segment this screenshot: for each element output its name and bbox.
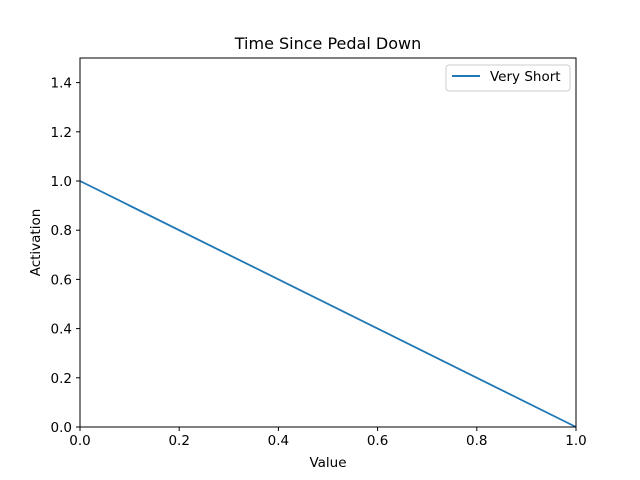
x-tick-label: 0.8 [466, 433, 487, 449]
x-tick-label: 1.0 [565, 433, 586, 449]
y-tick-label: 0.2 [51, 371, 72, 387]
plot-frame [79, 57, 577, 428]
chart-title: Time Since Pedal Down [234, 34, 421, 53]
x-tick-label: 0.6 [367, 433, 388, 449]
x-tick-label: 0.2 [168, 433, 189, 449]
x-tick-label: 0.0 [69, 433, 90, 449]
y-tick-label: 1.0 [51, 174, 72, 190]
y-tick-label: 0.8 [51, 223, 72, 239]
series-layer [79, 180, 577, 428]
y-tick-label: 0.4 [51, 322, 72, 338]
y-tick-label: 0.0 [51, 420, 72, 436]
x-axis: 0.0 0.2 0.4 0.6 0.8 1.0 [69, 427, 587, 449]
y-tick-label: 0.6 [51, 272, 72, 288]
legend-box [445, 64, 571, 92]
legend: Very Short [445, 64, 571, 92]
y-tick-label: 1.2 [51, 125, 72, 141]
x-axis-label: Value [309, 455, 346, 471]
plot-area [80, 58, 576, 427]
y-axis-label: Activation [28, 209, 44, 277]
y-axis: 0.0 0.2 0.4 0.6 0.8 1.0 1.2 1.4 [51, 76, 80, 436]
series-line [79, 180, 577, 428]
y-tick-label: 1.4 [51, 76, 72, 92]
legend-label: Very Short [490, 69, 561, 85]
x-tick-label: 0.4 [268, 433, 289, 449]
